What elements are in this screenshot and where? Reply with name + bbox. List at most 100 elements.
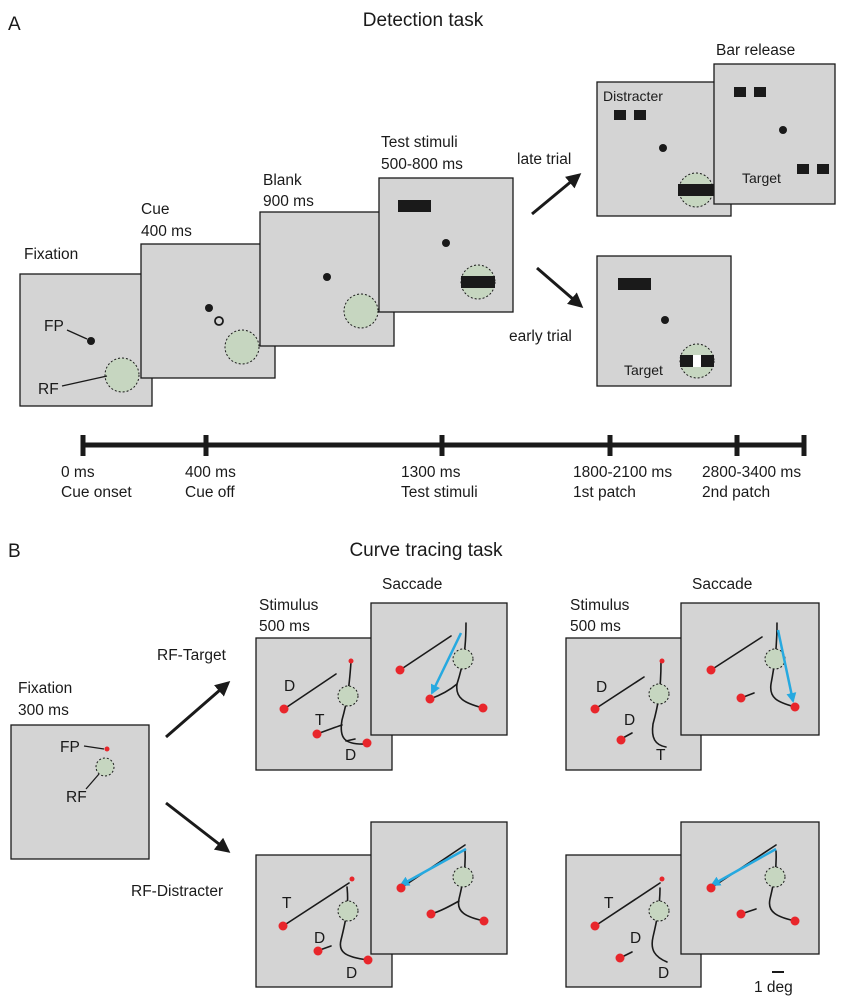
rf-circle [764,866,786,888]
test-time: 500-800 ms [381,156,463,173]
endpoint-dot [478,703,488,713]
b-fp-label: FP [60,739,80,756]
distracter-curve [283,673,337,710]
target-label: Target [742,170,781,186]
saccade-label-right: Saccade [692,576,752,593]
endpoint-dot [279,704,289,714]
cue-marker [214,316,224,326]
b-rf-label: RF [66,789,87,806]
d-label: D [596,679,607,696]
rf-target-label: RF-Target [157,647,227,664]
panel-b-letter: B [8,541,21,562]
b-rf-circle [95,757,115,777]
fixation-point [348,658,354,664]
endpoint-dot [426,909,436,919]
stimulus-time-left: 500 ms [259,618,310,635]
endpoint-dot [312,729,322,739]
cue-fixation-point [205,304,213,312]
distracter-curve-short [345,738,356,742]
timeline-time-0: 0 ms [61,464,95,481]
early-distracter-bar [618,278,651,290]
test-fixation-point [442,239,450,247]
b-fixation-time: 300 ms [18,702,69,719]
bar-release-label: Bar release [716,42,795,59]
test-label: Test stimuli [381,134,458,151]
t-label: T [315,712,325,729]
rf-target-saccade-screen-right [680,602,820,736]
stimulus-time-right: 500 ms [570,618,621,635]
blank-rf-circle [343,293,379,329]
rf-target-saccade-screen-left [370,602,508,736]
timeline-event-1: Cue off [185,484,235,501]
scale-label: 1 deg [754,979,793,996]
fixation-point [349,876,355,882]
stimulus-label-left: Stimulus [259,597,319,614]
d-label: D [346,965,357,982]
cue-rf-circle [224,329,260,365]
rf-circle [648,683,670,705]
b-fp-pointer [83,745,105,750]
target-curve [340,661,367,745]
release-patch-left [734,87,746,97]
target-curve [282,882,350,927]
blank-label: Blank [263,172,302,189]
distracter-patch-left [614,110,626,120]
distracter-patch-right [634,110,646,120]
saccade-arrow [430,632,463,695]
timeline-event-2: Test stimuli [401,484,478,501]
b-rf-pointer [85,773,100,790]
t-label: T [282,895,292,912]
rf-distracter-stimulus-screen-left [255,854,393,988]
fixation-label: Fixation [24,246,78,263]
endpoint-dot [706,883,716,893]
fixation-point [659,658,665,664]
rf-distracter-label: RF-Distracter [131,883,223,900]
early-trial-arrow [536,266,584,308]
early-rf-bar-gap [693,355,701,367]
rf-circle [452,866,474,888]
endpoint-dot [313,946,323,956]
late-trial-label: late trial [517,151,571,168]
fp-label: FP [44,318,64,335]
rf-circle [648,900,670,922]
rf-circle [452,648,474,670]
d-label: D [658,965,669,982]
d-label: D [314,930,325,947]
late-trial-arrow [531,173,582,216]
endpoint-dot [395,665,405,675]
rf-distracter-stimulus-screen-right [565,854,702,988]
d-label: D [624,712,635,729]
rf-distracter-arrow [165,801,231,853]
saccade-label-left: Saccade [382,576,442,593]
b-fixation-screen [10,724,150,860]
timeline-time-2: 1300 ms [401,464,461,481]
distracter-curve [457,850,485,922]
endpoint-dot [616,735,626,745]
saccade-arrow [710,847,777,887]
rf-label: RF [38,381,59,398]
rf-circle [337,900,359,922]
endpoint-dot [479,916,489,926]
saccade-arrow [399,847,467,887]
release-fixation-point [779,126,787,134]
endpoint-dot [790,702,800,712]
panel-a-letter: A [8,14,21,35]
endpoint-dot [396,883,406,893]
test-distracter-bar [398,200,431,212]
b-fixation-label: Fixation [18,680,72,697]
endpoint-dot [362,738,372,748]
cue-label: Cue [141,201,169,218]
d-label: D [630,930,641,947]
distracter-curve [399,635,452,671]
panel-a-title: Detection task [363,10,484,31]
early-fixation-point [661,316,669,324]
blank-fixation-point [323,273,331,281]
test-target-bar [461,276,495,288]
panel-b-title: Curve tracing task [349,540,503,561]
d-label: D [284,678,295,695]
rf-target-stimulus-screen-left [255,637,393,771]
fp-pointer [66,329,88,340]
timeline-event-3: 1st patch [573,484,636,501]
stimulus-label-right: Stimulus [570,597,630,614]
endpoint-dot [736,693,746,703]
